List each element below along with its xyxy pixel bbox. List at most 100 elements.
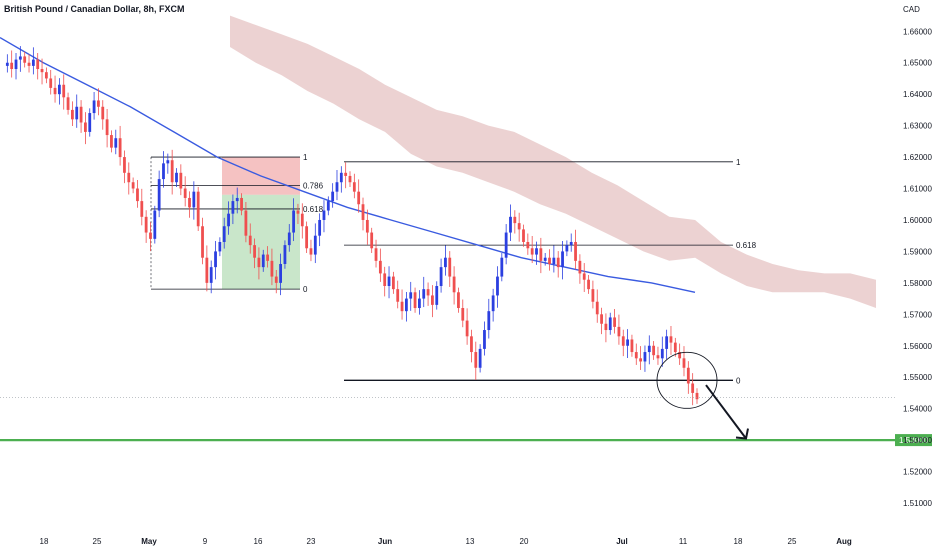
candle-body <box>31 59 35 66</box>
candle-body <box>647 345 651 353</box>
x-tick-label: Jul <box>616 537 628 546</box>
candle-body <box>487 311 491 331</box>
y-tick-label: 1.65000 <box>903 59 932 68</box>
x-tick-label: 20 <box>520 537 529 546</box>
candle-body <box>548 257 551 264</box>
candle-body <box>179 172 183 189</box>
candle-body <box>604 323 608 331</box>
candle-body <box>565 245 569 252</box>
candle-body <box>331 191 335 202</box>
candle-body <box>556 257 560 268</box>
y-tick-label: 1.52000 <box>903 468 932 477</box>
candle-body <box>235 197 239 202</box>
candle-body <box>561 251 564 268</box>
x-tick-label: 16 <box>254 537 263 546</box>
fib-left-level-label: 0.786 <box>303 181 324 190</box>
candle-body <box>600 314 603 324</box>
price-axis[interactable]: 1.51000 1.52000 1.53000 1.54000 1.55000 1.560… <box>903 27 932 508</box>
candle-body <box>656 355 660 359</box>
candle-body <box>444 257 447 268</box>
candle-body <box>578 260 582 274</box>
target-zone <box>222 194 300 290</box>
candle-body <box>422 289 426 299</box>
candle-body <box>75 106 79 120</box>
candle-body <box>270 260 274 277</box>
highlight-circle <box>656 351 718 409</box>
candle-body <box>652 345 656 356</box>
candle-body <box>253 245 256 258</box>
candle-body <box>418 298 421 309</box>
candle-body <box>162 163 165 180</box>
candle-body <box>530 248 534 255</box>
candle-body <box>23 56 27 63</box>
candle-body <box>136 188 139 202</box>
candle-body <box>218 241 222 252</box>
candle-body <box>175 172 178 183</box>
y-tick-label: 1.59000 <box>903 247 932 256</box>
candle-body <box>261 254 265 268</box>
candle-body <box>613 317 616 327</box>
candle-body <box>478 348 482 368</box>
candle-body <box>300 213 304 227</box>
x-tick-label: Aug <box>836 537 852 546</box>
fib-right-level-label: 0 <box>736 376 741 385</box>
down-arrow-shaft <box>705 384 747 440</box>
candle-body <box>257 257 261 268</box>
candle-body <box>10 62 14 70</box>
candle-body <box>526 241 530 249</box>
time-axis[interactable]: 18 25 May 9 16 23 Jun 13 20 Jul 11 18 25 Aug <box>40 537 852 546</box>
y-tick-label: 1.53000 <box>903 436 932 445</box>
y-tick-label: 1.58000 <box>903 279 932 288</box>
candle-body <box>348 175 352 183</box>
x-tick-label: 11 <box>679 537 688 546</box>
candle-body <box>214 251 217 268</box>
candle-body <box>92 100 96 114</box>
candle-body <box>287 232 291 246</box>
candle-body <box>426 289 430 296</box>
fibonacci-retracements: 1 0.786 0.618 0 1 0.618 0 <box>150 153 757 385</box>
candle-body <box>509 216 512 233</box>
candle-body <box>149 232 152 239</box>
candle-body <box>66 97 70 110</box>
candle-body <box>305 226 309 249</box>
candle-body <box>240 197 243 211</box>
x-tick-label: 23 <box>307 537 316 546</box>
candle-body <box>639 358 643 362</box>
candle-body <box>409 292 413 299</box>
candle-body <box>461 308 465 321</box>
candle-body <box>44 72 48 79</box>
candle-body <box>400 301 404 312</box>
fib-right-level-label: 1 <box>736 158 741 167</box>
candle-body <box>669 336 673 343</box>
candle-body <box>296 210 300 214</box>
x-tick-label: 9 <box>203 537 208 546</box>
y-tick-label: 1.63000 <box>903 122 932 131</box>
candle-body <box>678 352 682 359</box>
candle-body <box>387 276 391 287</box>
candle-body <box>439 267 443 287</box>
candle-body <box>283 245 287 264</box>
down-arrow-head <box>735 428 749 440</box>
x-tick-label: May <box>141 537 157 546</box>
candle-body <box>105 119 109 136</box>
candle-body <box>292 210 296 233</box>
candle-body <box>274 276 278 283</box>
x-tick-label: 18 <box>734 537 743 546</box>
candle-body <box>587 279 590 290</box>
candle-body <box>318 219 322 236</box>
candle-body <box>391 276 395 290</box>
candle-body <box>40 69 44 73</box>
candle-body <box>673 342 677 353</box>
candle-body <box>431 295 434 305</box>
fib-left-level-label: 0 <box>303 285 308 294</box>
candle-body <box>483 330 486 349</box>
candle-body <box>691 383 695 393</box>
candle-body <box>582 273 586 280</box>
candle-body <box>517 223 521 230</box>
candle-body <box>365 219 369 233</box>
target-price-label: 1.53000 <box>899 436 928 445</box>
candle-body <box>188 197 191 208</box>
candle-body <box>457 292 460 309</box>
candle-body <box>335 182 339 192</box>
